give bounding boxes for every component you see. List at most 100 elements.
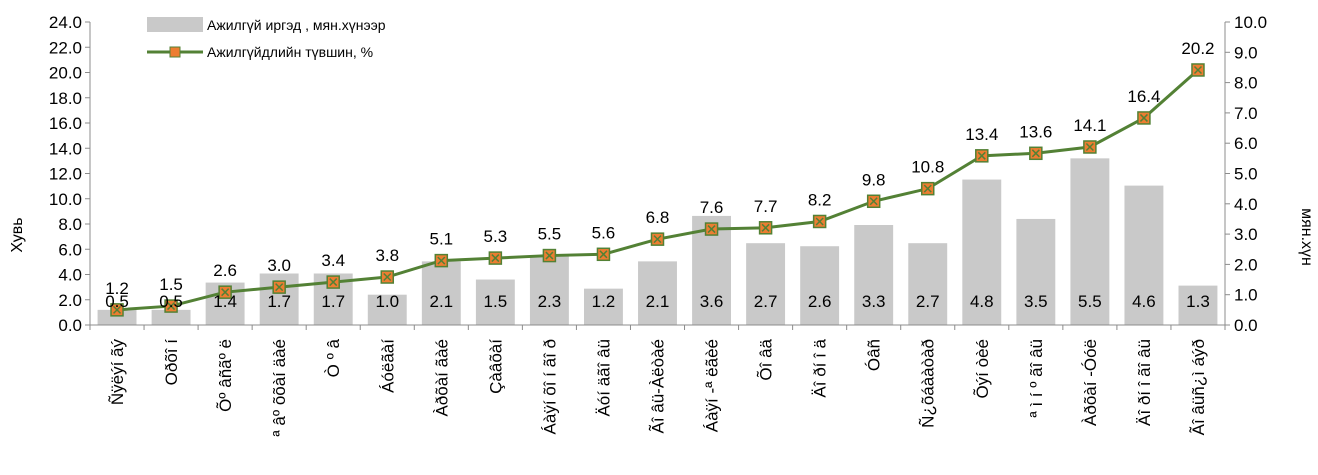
bar-data-label: 3.5 (1024, 292, 1048, 311)
y-left-tick-label: 16.0 (49, 114, 82, 133)
y-left-tick-label: 22.0 (49, 38, 82, 57)
legend-swatch-bar (147, 17, 203, 32)
y-right-tick-label: 7.0 (1234, 104, 1258, 123)
bar (962, 179, 1002, 325)
x-tick-label: Ñÿëýí ãý (108, 339, 127, 406)
bar-data-label: 0.5 (159, 292, 183, 311)
bar-data-label: 5.5 (1078, 292, 1102, 311)
x-tick-label: Äî ðí î ãî âü (1135, 339, 1154, 426)
y-left-tick-label: 2.0 (58, 291, 82, 310)
line-marker-cross (329, 278, 338, 287)
line-marker-cross (1139, 113, 1148, 122)
line-data-label: 1.5 (159, 275, 183, 294)
line-data-label: 13.6 (1019, 122, 1052, 141)
line-data-label: 3.4 (321, 251, 345, 270)
line-marker-cross (383, 272, 392, 282)
x-tick-label: Oðõî í (162, 339, 181, 386)
x-tick-label: Áóëãàí (378, 339, 397, 393)
y-left-tick-label: 4.0 (58, 266, 82, 285)
x-tick-label: Áàÿí -ª ëãèé (703, 339, 722, 432)
bar (1124, 185, 1164, 325)
x-tick-label: Ãî âüñ¿ì áýð (1189, 339, 1208, 435)
y-left-tick-label: 10.0 (49, 190, 82, 209)
y-left-tick-label: 24.0 (49, 13, 82, 32)
bar (638, 261, 677, 325)
legend: Ажилгүй иргэд , мян.хүнээр Ажилгүйдлийн … (147, 17, 386, 60)
bar (1070, 158, 1110, 325)
y-left-tick-label: 0.0 (58, 316, 82, 335)
line-data-label: 9.8 (862, 170, 886, 189)
line-data-label: 20.2 (1181, 39, 1214, 58)
bar (800, 246, 840, 325)
x-tick-label: Õº âñãº ë (216, 339, 235, 412)
bar (583, 288, 623, 325)
line-marker-cross (761, 223, 770, 232)
line-data-label: 1.2 (105, 279, 129, 298)
line-marker-cross (545, 251, 554, 260)
line-data-label: 7.7 (754, 197, 778, 216)
bar (421, 261, 461, 325)
x-tick-label: Óâñ (865, 339, 884, 371)
bar-data-label: 4.6 (1132, 292, 1156, 311)
x-tick-label: ª ì í º ãî âü (1027, 339, 1046, 418)
x-tick-label: Àðõàí ãàé (432, 339, 451, 417)
line-data-label: 6.8 (646, 208, 670, 227)
line-data-label: 3.8 (375, 246, 399, 265)
y-right-tick-label: 0.0 (1234, 316, 1258, 335)
bar-data-label: 2.1 (646, 292, 670, 311)
line-data-label: 2.6 (213, 261, 237, 280)
y-left-tick-label: 20.0 (49, 64, 82, 83)
bar (746, 243, 786, 325)
bar (1178, 285, 1218, 325)
bar-data-label: 1.0 (375, 292, 399, 311)
legend-swatch-marker (169, 46, 181, 58)
line-marker-cross (221, 288, 230, 297)
y-right-tick-label: 3.0 (1234, 225, 1258, 244)
bar-data-label: 1.3 (1186, 292, 1210, 311)
y-left-tick-label: 12.0 (49, 165, 82, 184)
line-data-label: 7.6 (700, 198, 724, 217)
x-tick-label: Ò º â (324, 338, 343, 377)
line-data-label: 5.6 (592, 223, 616, 242)
bar (854, 225, 894, 325)
line-data-label: 13.4 (965, 125, 998, 144)
y-left-tick-label: 18.0 (49, 89, 82, 108)
line-marker-cross (815, 217, 824, 226)
bar-data-label: 2.3 (538, 292, 562, 311)
line-marker-cross (923, 184, 932, 193)
bar-data-label: 1.7 (321, 292, 345, 311)
y-right-tick-label: 5.0 (1234, 165, 1258, 184)
y-left-tick-label: 6.0 (58, 240, 82, 259)
y-right-tick-label: 6.0 (1234, 134, 1258, 153)
x-tick-label: Äî ðí î ä (811, 338, 830, 397)
line-marker-cross (275, 283, 284, 292)
y-right-tick-label: 9.0 (1234, 43, 1258, 62)
line-data-label: 3.0 (267, 256, 291, 275)
bar (1016, 218, 1056, 325)
bar (151, 309, 191, 325)
line-marker-cross (599, 250, 608, 259)
legend-label-bar: Ажилгүй иргэд , мян.хүнээр (207, 17, 386, 33)
bar (908, 243, 948, 325)
y-left-tick-label: 14.0 (49, 139, 82, 158)
line-data-label: 5.5 (538, 225, 562, 244)
x-tick-label: Ñ¿õáààòàð (919, 339, 938, 428)
bar-data-label: 0.5 (105, 292, 129, 311)
y-left-axis-title: Хувь (9, 217, 26, 252)
bar (367, 294, 407, 325)
line-marker-cross (707, 225, 716, 234)
x-tick-label: Áàÿí õî í ãî ð (540, 339, 559, 434)
line-data-label: 14.1 (1073, 116, 1106, 135)
y-right-tick-label: 1.0 (1234, 286, 1258, 305)
bar-data-label: 1.5 (484, 292, 508, 311)
line-data-label: 10.8 (911, 158, 944, 177)
line-marker-cross (1193, 65, 1203, 75)
line-data-label: 5.1 (429, 230, 453, 249)
bar-data-label: 3.6 (700, 292, 724, 311)
line-data-label: 16.4 (1127, 87, 1160, 106)
x-tick-label: Õýí òèé (973, 339, 992, 399)
line-marker-cross (1031, 149, 1040, 158)
y-right-tick-label: 4.0 (1234, 195, 1258, 214)
y-right-tick-label: 8.0 (1234, 74, 1258, 93)
bar-data-label: 2.6 (808, 292, 832, 311)
